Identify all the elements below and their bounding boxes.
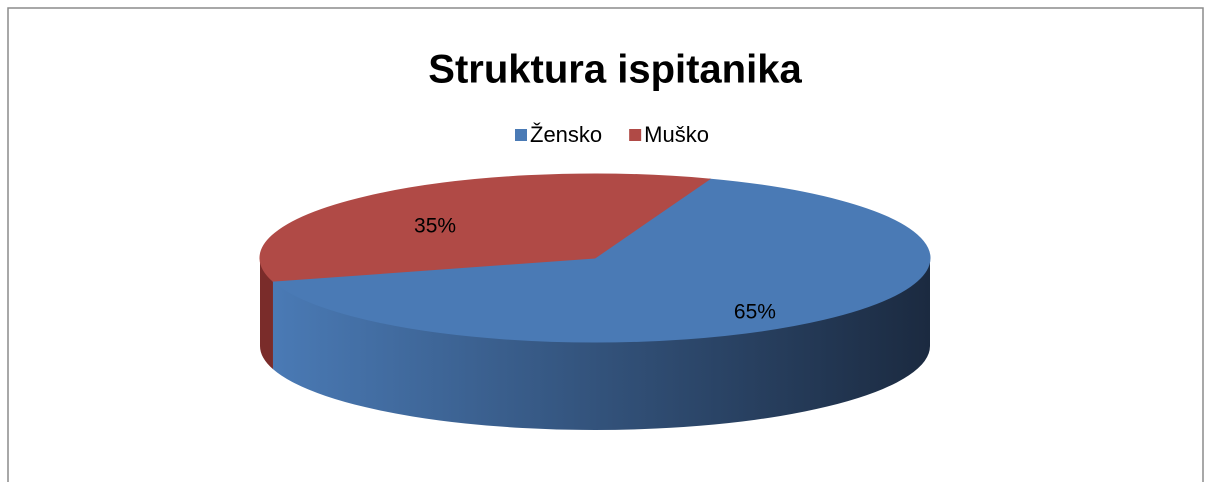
slice-side: [260, 258, 273, 370]
slice: [271, 178, 931, 343]
chart-title: Struktura ispitanika: [428, 48, 802, 92]
slice-side: [272, 258, 931, 431]
legend-label: Žensko: [530, 122, 602, 147]
legend-swatch: [515, 129, 527, 141]
legend-label: Muško: [644, 122, 709, 147]
legend: Žensko Muško: [515, 122, 709, 147]
data-label: 35%: [414, 215, 456, 238]
data-label: 65%: [734, 301, 776, 324]
chart-border: [7, 7, 1204, 482]
legend-swatch: [629, 129, 642, 141]
slice: [259, 173, 711, 282]
